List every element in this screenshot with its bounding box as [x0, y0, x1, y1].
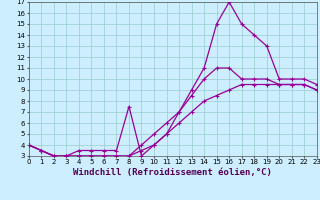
X-axis label: Windchill (Refroidissement éolien,°C): Windchill (Refroidissement éolien,°C)	[73, 168, 272, 177]
